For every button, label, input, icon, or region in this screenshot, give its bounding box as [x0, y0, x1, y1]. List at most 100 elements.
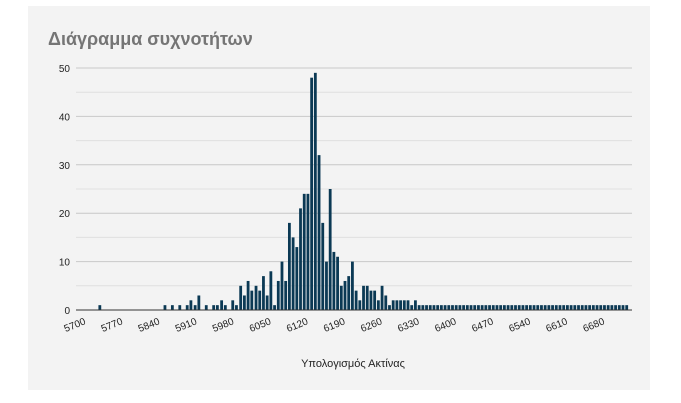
- histogram-bar: [287, 222, 291, 310]
- x-tick-label: 6540: [507, 316, 532, 335]
- histogram-bar: [354, 290, 358, 310]
- histogram-bar: [591, 305, 595, 310]
- x-axis-ticks: 5700 5770 5840 5910 5980 6050 6120 6190 6260 6330…: [63, 316, 607, 335]
- histogram-bar: [220, 300, 224, 310]
- histogram-bar: [276, 280, 280, 310]
- histogram-bar: [473, 305, 477, 310]
- histogram-bar: [317, 155, 321, 310]
- x-tick-label: 6190: [322, 316, 347, 335]
- histogram-bar: [606, 305, 610, 310]
- x-tick-label: 6120: [285, 316, 310, 335]
- histogram-bar: [536, 305, 540, 310]
- chart-title: Διάγραμμα συχνοτήτων: [48, 29, 253, 49]
- histogram-bar: [246, 280, 250, 310]
- histogram-bar: [577, 305, 580, 310]
- histogram-bar: [258, 290, 262, 310]
- histogram-bar: [306, 193, 310, 310]
- histogram-bar: [380, 285, 384, 310]
- histogram-bar: [223, 305, 227, 310]
- histogram-bar: [402, 300, 406, 310]
- histogram-bar: [336, 256, 339, 310]
- histogram-bar: [558, 305, 562, 310]
- histogram-bar: [480, 305, 484, 310]
- histogram-bar: [231, 300, 235, 310]
- histogram-bar: [313, 72, 317, 310]
- y-tick-label: 40: [59, 112, 71, 123]
- histogram-bar: [562, 305, 566, 310]
- histogram-bar: [510, 305, 514, 310]
- histogram-bar: [339, 285, 343, 310]
- histogram-bar: [588, 305, 592, 310]
- histogram-bar: [197, 295, 201, 310]
- bars: [98, 72, 629, 311]
- histogram-bar: [388, 305, 391, 310]
- histogram-bar: [543, 305, 547, 310]
- x-tick-label: 5840: [137, 316, 162, 335]
- x-tick-label: 6260: [359, 316, 384, 335]
- histogram-bar: [273, 305, 276, 310]
- histogram-bar: [447, 305, 451, 310]
- histogram-bar: [215, 305, 219, 310]
- histogram-bar: [325, 261, 328, 310]
- histogram-bar: [163, 305, 167, 310]
- histogram-bar: [406, 300, 410, 310]
- histogram-bar: [417, 305, 421, 310]
- histogram-bar: [436, 305, 440, 310]
- histogram-bar: [502, 305, 506, 310]
- y-tick-label: 0: [64, 306, 70, 317]
- histogram-bar: [365, 285, 369, 310]
- histogram-bar: [414, 300, 417, 310]
- histogram-bar: [599, 305, 603, 310]
- histogram-bar: [262, 276, 265, 310]
- histogram-bar: [399, 300, 402, 310]
- histogram-bar: [528, 305, 532, 310]
- histogram-bar: [428, 305, 432, 310]
- histogram-bar: [193, 305, 197, 310]
- histogram-bar: [465, 305, 469, 310]
- histogram-bar: [332, 251, 336, 310]
- x-tick-label: 6470: [470, 316, 495, 335]
- x-tick-label: 6050: [248, 316, 273, 335]
- x-tick-label: 5980: [211, 316, 236, 335]
- histogram-bar: [603, 305, 606, 310]
- histogram-bar: [462, 305, 466, 310]
- histogram-bar: [410, 305, 414, 310]
- histogram-bar: [189, 300, 193, 310]
- y-tick-label: 50: [59, 64, 71, 75]
- histogram-bar: [547, 305, 551, 310]
- histogram-bar: [376, 300, 380, 310]
- histogram-bar: [432, 305, 436, 310]
- histogram-bar: [373, 290, 377, 310]
- histogram-bar: [302, 193, 306, 310]
- histogram-bar: [495, 305, 499, 310]
- histogram-bar: [484, 305, 488, 310]
- histogram-bar: [514, 305, 517, 310]
- histogram-bar: [477, 305, 480, 310]
- x-tick-label: 6610: [545, 316, 570, 335]
- histogram-bar: [280, 261, 284, 310]
- histogram-bar: [540, 305, 543, 310]
- histogram-bar: [239, 285, 243, 310]
- grid-lines: [76, 67, 632, 287]
- histogram-bar: [265, 295, 269, 310]
- x-tick-label: 5910: [174, 316, 199, 335]
- histogram-bar: [185, 305, 189, 310]
- histogram-bar: [565, 305, 569, 310]
- histogram-bar: [391, 300, 395, 310]
- x-tick-label: 5700: [63, 316, 88, 335]
- histogram-bar: [584, 305, 588, 310]
- histogram-bar: [621, 305, 625, 310]
- histogram-bar: [284, 280, 288, 310]
- histogram-bar: [254, 285, 258, 310]
- histogram-bar: [551, 305, 554, 310]
- histogram-bar: [291, 237, 295, 310]
- histogram-bar: [617, 305, 621, 310]
- histogram-bar: [443, 305, 447, 310]
- histogram-bar: [328, 189, 332, 310]
- chart-card: Διάγραμμα συχνοτήτων 0 10 20 30 40 50 5700 577…: [28, 6, 650, 390]
- histogram-bar: [295, 247, 299, 310]
- histogram-bar: [362, 285, 365, 310]
- histogram-bar: [625, 305, 629, 310]
- histogram-bar: [358, 300, 362, 310]
- histogram-bar: [343, 280, 347, 310]
